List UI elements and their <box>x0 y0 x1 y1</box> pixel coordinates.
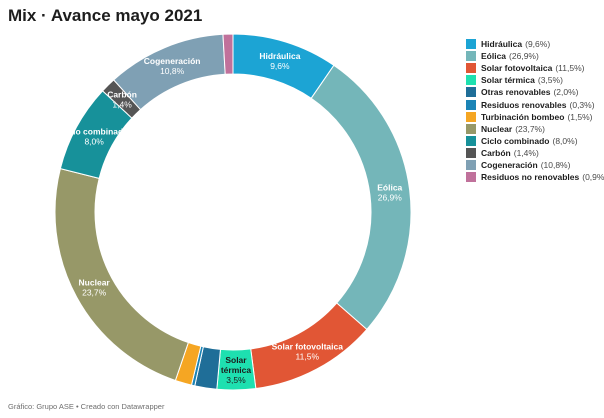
legend-item-eolica: Eólica (26,9%) <box>466 50 604 62</box>
legend-swatch <box>466 75 476 86</box>
legend-label: Solar fotovoltaica <box>481 63 553 74</box>
slice-label-ciclo-combinado: Ciclo combinado 8,0% <box>60 127 128 147</box>
legend-value: (0,3%) <box>569 99 595 110</box>
slice-nuclear[interactable] <box>54 167 189 382</box>
legend-value: (26,9%) <box>509 51 539 62</box>
legend-label: Nuclear <box>481 123 513 134</box>
chart-footer: Gráfico: Grupo ASE • Creado con Datawrap… <box>8 402 165 411</box>
legend-item-nuclear: Nuclear (23,7%) <box>466 123 604 135</box>
chart-title: Mix · Avance mayo 2021 <box>8 6 203 25</box>
slice-label-eolica: Eólica 26,9% <box>377 182 402 202</box>
legend-label: Cogeneración <box>481 159 538 170</box>
legend-item-solar-fotovoltaica: Solar fotovoltaica (11,5%) <box>466 62 604 74</box>
legend-label: Otras renovables <box>481 87 551 98</box>
slice-label-cogeneracion: Cogeneración 10,8% <box>144 56 201 76</box>
legend-swatch <box>466 51 476 62</box>
slice-label-nuclear: Nuclear 23,7% <box>79 277 111 297</box>
legend-label: Hidráulica <box>481 39 523 50</box>
legend-item-solar-termica: Solar térmica (3,5%) <box>466 74 604 86</box>
legend-swatch <box>466 123 476 134</box>
legend-item-cogeneracion: Cogeneración (10,8%) <box>466 159 604 171</box>
legend-value: (10,8%) <box>540 159 571 170</box>
legend-value: (1,5%) <box>567 111 593 122</box>
legend-swatch <box>466 159 476 170</box>
legend-swatch <box>466 111 476 122</box>
legend-swatch <box>466 135 476 146</box>
legend-item-otras-renovables: Otras renovables (2,0%) <box>466 86 604 98</box>
legend-item-ciclo-combinado: Ciclo combinado (8,0%) <box>466 135 604 147</box>
legend-value: (8,0%) <box>552 135 578 146</box>
slice-label-solar-termica: Solar térmica 3,5% <box>221 355 252 385</box>
legend-swatch <box>466 147 476 158</box>
legend-item-carbon: Carbón (1,4%) <box>466 147 604 159</box>
legend-value: (11,5%) <box>555 63 585 74</box>
slice-residuos-no-renovables[interactable] <box>222 33 234 75</box>
legend-value: (23,7%) <box>515 123 545 134</box>
legend-label: Carbón <box>481 147 511 158</box>
legend-swatch <box>466 39 476 50</box>
slice-label-carbon: Carbón 1,4% <box>107 89 137 109</box>
legend-swatch <box>466 87 476 98</box>
legend-swatch <box>466 99 476 110</box>
slice-label-hidraulica: Hidráulica 9,6% <box>259 51 300 71</box>
legend-value: (3,5%) <box>537 75 563 86</box>
legend-item-residuos-no-renovables: Residuos no renovables(0,9%) <box>466 171 604 183</box>
legend-value: (9,6%) <box>525 39 551 50</box>
legend-label: Solar térmica <box>481 75 535 86</box>
legend-label: Eólica <box>481 51 507 62</box>
legend-value: (2,0%) <box>553 87 579 98</box>
slice-labels: Hidráulica 9,6% Eólica 26,9% Solar fotovolta… <box>60 51 403 385</box>
legend-label: Residuos renovables <box>481 99 567 110</box>
legend-item-hidraulica: Hidráulica (9,6%) <box>466 38 604 50</box>
slice-label-solar-fotovoltaica: Solar fotovoltaica 11,5% <box>272 341 344 361</box>
legend-value: (0,9%) <box>582 172 604 183</box>
legend-item-residuos-renovables: Residuos renovables (0,3%) <box>466 98 604 110</box>
legend-item-turbinacion-bombeo: Turbinación bombeo (1,5%) <box>466 111 604 123</box>
legend-label: Ciclo combinado <box>481 135 550 146</box>
legend-value: (1,4%) <box>513 147 539 158</box>
legend-label: Turbinación bombeo <box>481 111 565 122</box>
donut-slices <box>54 33 412 391</box>
legend-swatch <box>466 172 476 183</box>
legend-label: Residuos no renovables <box>481 172 580 183</box>
chart-legend: Hidráulica (9,6%) Eólica (26,9%) Solar fotov… <box>466 38 604 183</box>
legend-swatch <box>466 63 476 74</box>
